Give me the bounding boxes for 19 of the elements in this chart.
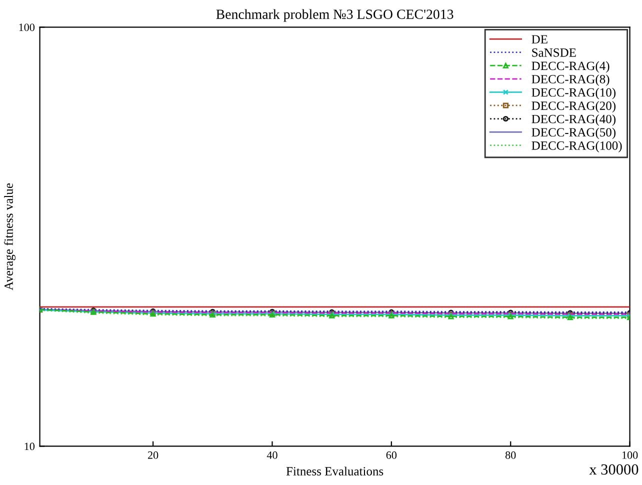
text: x 30000: [589, 464, 638, 475]
legend-label: DECC-RAG(4): [532, 61, 610, 73]
x-tick-label: 40: [266, 451, 278, 459]
x-tick-label: 60: [386, 451, 397, 459]
legend-label: DECC-RAG(50): [532, 128, 616, 140]
y-axis-title: Average fitness value: [4, 183, 16, 290]
chart-title: Benchmark problem №3 LSGO CEC'2013: [216, 9, 454, 22]
legend-label: DECC-RAG(20): [532, 101, 616, 113]
legend-label: DECC-RAG(100): [532, 141, 622, 152]
legend-label: DECC-RAG(40): [532, 114, 616, 126]
x-axis-title: Fitness Evaluations: [286, 466, 384, 476]
legend-label: SaNSDE: [532, 48, 576, 57]
x-tick-label: 80: [505, 451, 516, 459]
y-tick-label: 10: [24, 442, 35, 450]
legend-label: DECC-RAG(10): [532, 88, 616, 100]
legend-label: DECC-RAG(8): [532, 74, 610, 86]
x-tick-label: 20: [148, 451, 158, 459]
x-tick-label: 100: [622, 451, 638, 459]
legend-label: DE: [532, 35, 548, 44]
